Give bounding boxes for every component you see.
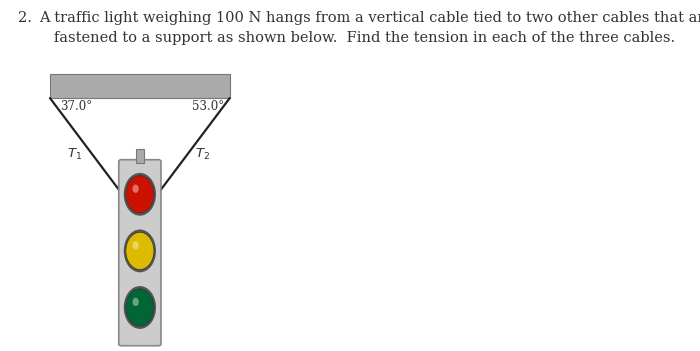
Text: $T_3$: $T_3$ (146, 239, 162, 254)
FancyBboxPatch shape (136, 149, 144, 163)
Text: $T_2$: $T_2$ (195, 147, 210, 162)
Ellipse shape (126, 232, 154, 270)
Ellipse shape (126, 289, 154, 326)
Ellipse shape (124, 286, 156, 329)
Ellipse shape (132, 241, 139, 250)
Text: 37.0°: 37.0° (60, 100, 92, 113)
FancyBboxPatch shape (119, 160, 161, 346)
Text: 2.: 2. (18, 11, 32, 25)
Text: A traffic light weighing 100 N hangs from a vertical cable tied to two other cab: A traffic light weighing 100 N hangs fro… (40, 11, 700, 45)
Text: $T_1$: $T_1$ (66, 147, 82, 162)
FancyBboxPatch shape (50, 74, 230, 98)
Text: 53.0°: 53.0° (193, 100, 224, 113)
Ellipse shape (132, 185, 139, 193)
Ellipse shape (124, 173, 156, 216)
Ellipse shape (132, 298, 139, 306)
Ellipse shape (126, 176, 154, 213)
Ellipse shape (124, 230, 156, 272)
